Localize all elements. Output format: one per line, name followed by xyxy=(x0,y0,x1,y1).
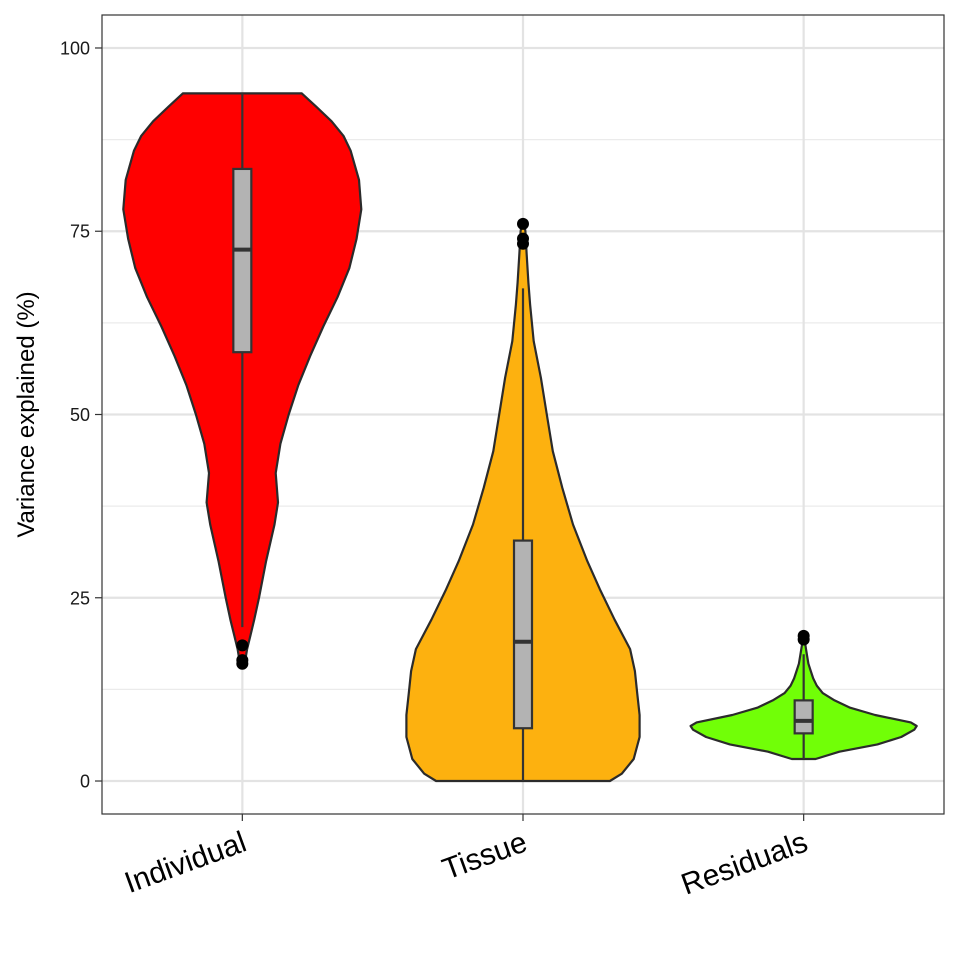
outlier-point xyxy=(517,237,529,250)
violin-group-tissue xyxy=(405,217,641,783)
y-tick-label: 0 xyxy=(80,772,90,792)
y-tick-label: 25 xyxy=(70,588,90,608)
outlier-point xyxy=(236,657,249,670)
y-tick-label: 100 xyxy=(60,38,90,58)
y-tick-label: 50 xyxy=(70,405,90,425)
y-tick-label: 75 xyxy=(70,222,90,242)
outlier-point xyxy=(797,633,810,646)
box-iqr xyxy=(512,539,534,730)
y-axis-title: Variance explained (%) xyxy=(13,291,40,537)
y-axis-ticks: 0 25 50 75 100 xyxy=(60,38,102,792)
violin-group-residuals xyxy=(689,629,918,761)
outlier-point xyxy=(517,217,529,230)
violin-group-individual xyxy=(122,92,363,670)
box-iqr xyxy=(793,699,814,735)
violins-layer xyxy=(122,92,918,783)
outlier-point xyxy=(236,639,249,652)
box-iqr xyxy=(232,167,253,354)
